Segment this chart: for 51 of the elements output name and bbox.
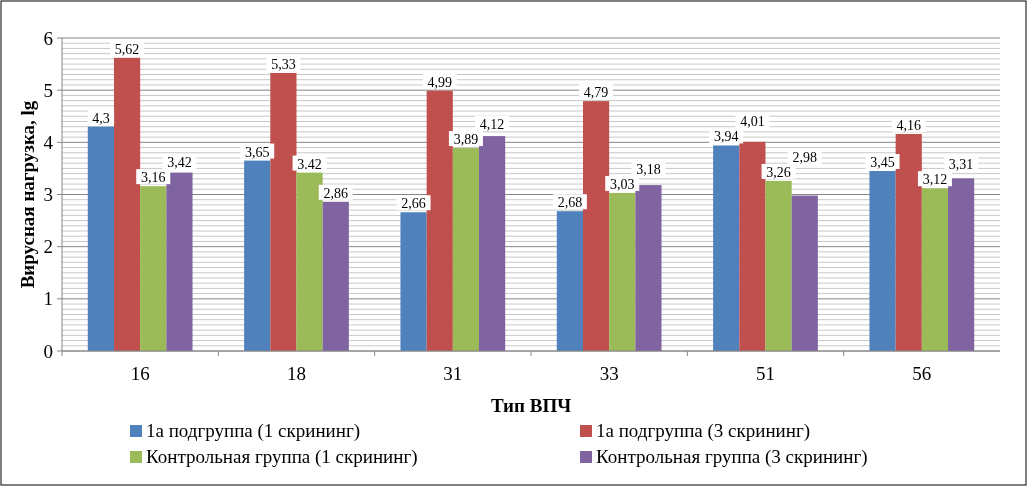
- data-label: 2,86: [323, 185, 349, 201]
- data-label: 4,12: [479, 117, 505, 133]
- data-label: 3,45: [870, 155, 895, 171]
- bar: [948, 178, 975, 351]
- data-label: 3,94: [713, 129, 739, 145]
- y-tick-label: 6: [43, 27, 53, 49]
- bar: [166, 172, 193, 351]
- y-tick-label: 1: [43, 288, 53, 310]
- data-label: 3,12: [922, 172, 948, 188]
- bar: [635, 185, 662, 351]
- y-tick-label: 3: [43, 184, 53, 206]
- data-label: 3,18: [636, 161, 661, 177]
- legend-label: 1а подгруппа (3 скрининг): [596, 420, 811, 442]
- x-tick-label: 16: [130, 363, 150, 384]
- bar: [426, 90, 453, 351]
- x-tick-label: 33: [599, 363, 619, 384]
- x-tick-label: 18: [287, 363, 306, 384]
- data-label: 4,3: [92, 110, 110, 126]
- data-label: 3.42: [297, 156, 322, 172]
- bar: [582, 101, 610, 351]
- data-label: 5,33: [271, 56, 296, 72]
- bar: [479, 136, 506, 351]
- data-label: 5,62: [114, 41, 140, 57]
- data-label: 3,31: [948, 157, 974, 173]
- y-tick-label: 4: [43, 131, 54, 153]
- data-label: 3,42: [167, 155, 192, 171]
- legend-label: 1а подгруппа (1 скрининг): [146, 420, 361, 442]
- y-tick-label: 5: [43, 79, 53, 101]
- bar: [791, 195, 818, 351]
- data-label: 3,26: [766, 164, 791, 180]
- data-label: 4,16: [896, 117, 921, 133]
- y-tick-label: 2: [43, 236, 53, 258]
- data-label: 2,66: [401, 196, 426, 212]
- y-axis-title: Вирусная нагрузка, lg: [17, 100, 38, 289]
- data-label: 4,79: [583, 85, 609, 101]
- data-label: 4,01: [740, 114, 765, 130]
- data-label: 3,89: [453, 132, 479, 148]
- data-label: 3,16: [141, 170, 166, 186]
- bar: [739, 141, 766, 351]
- data-label: 3,65: [244, 144, 270, 160]
- x-tick-label: 31: [443, 363, 463, 384]
- data-label: 2,98: [792, 149, 818, 165]
- data-label: 4,99: [427, 74, 452, 90]
- x-axis-title: Тип ВПЧ: [490, 395, 572, 416]
- data-label: 2,68: [557, 195, 583, 211]
- y-tick-label: 0: [43, 340, 53, 362]
- legend-label: Контрольная группа (3 скрининг): [596, 446, 868, 468]
- legend-label: Контрольная группа (1 скрининг): [146, 446, 418, 468]
- x-tick-label: 51: [756, 363, 775, 384]
- data-label: 3,03: [610, 176, 635, 192]
- x-tick-label: 56: [912, 363, 932, 384]
